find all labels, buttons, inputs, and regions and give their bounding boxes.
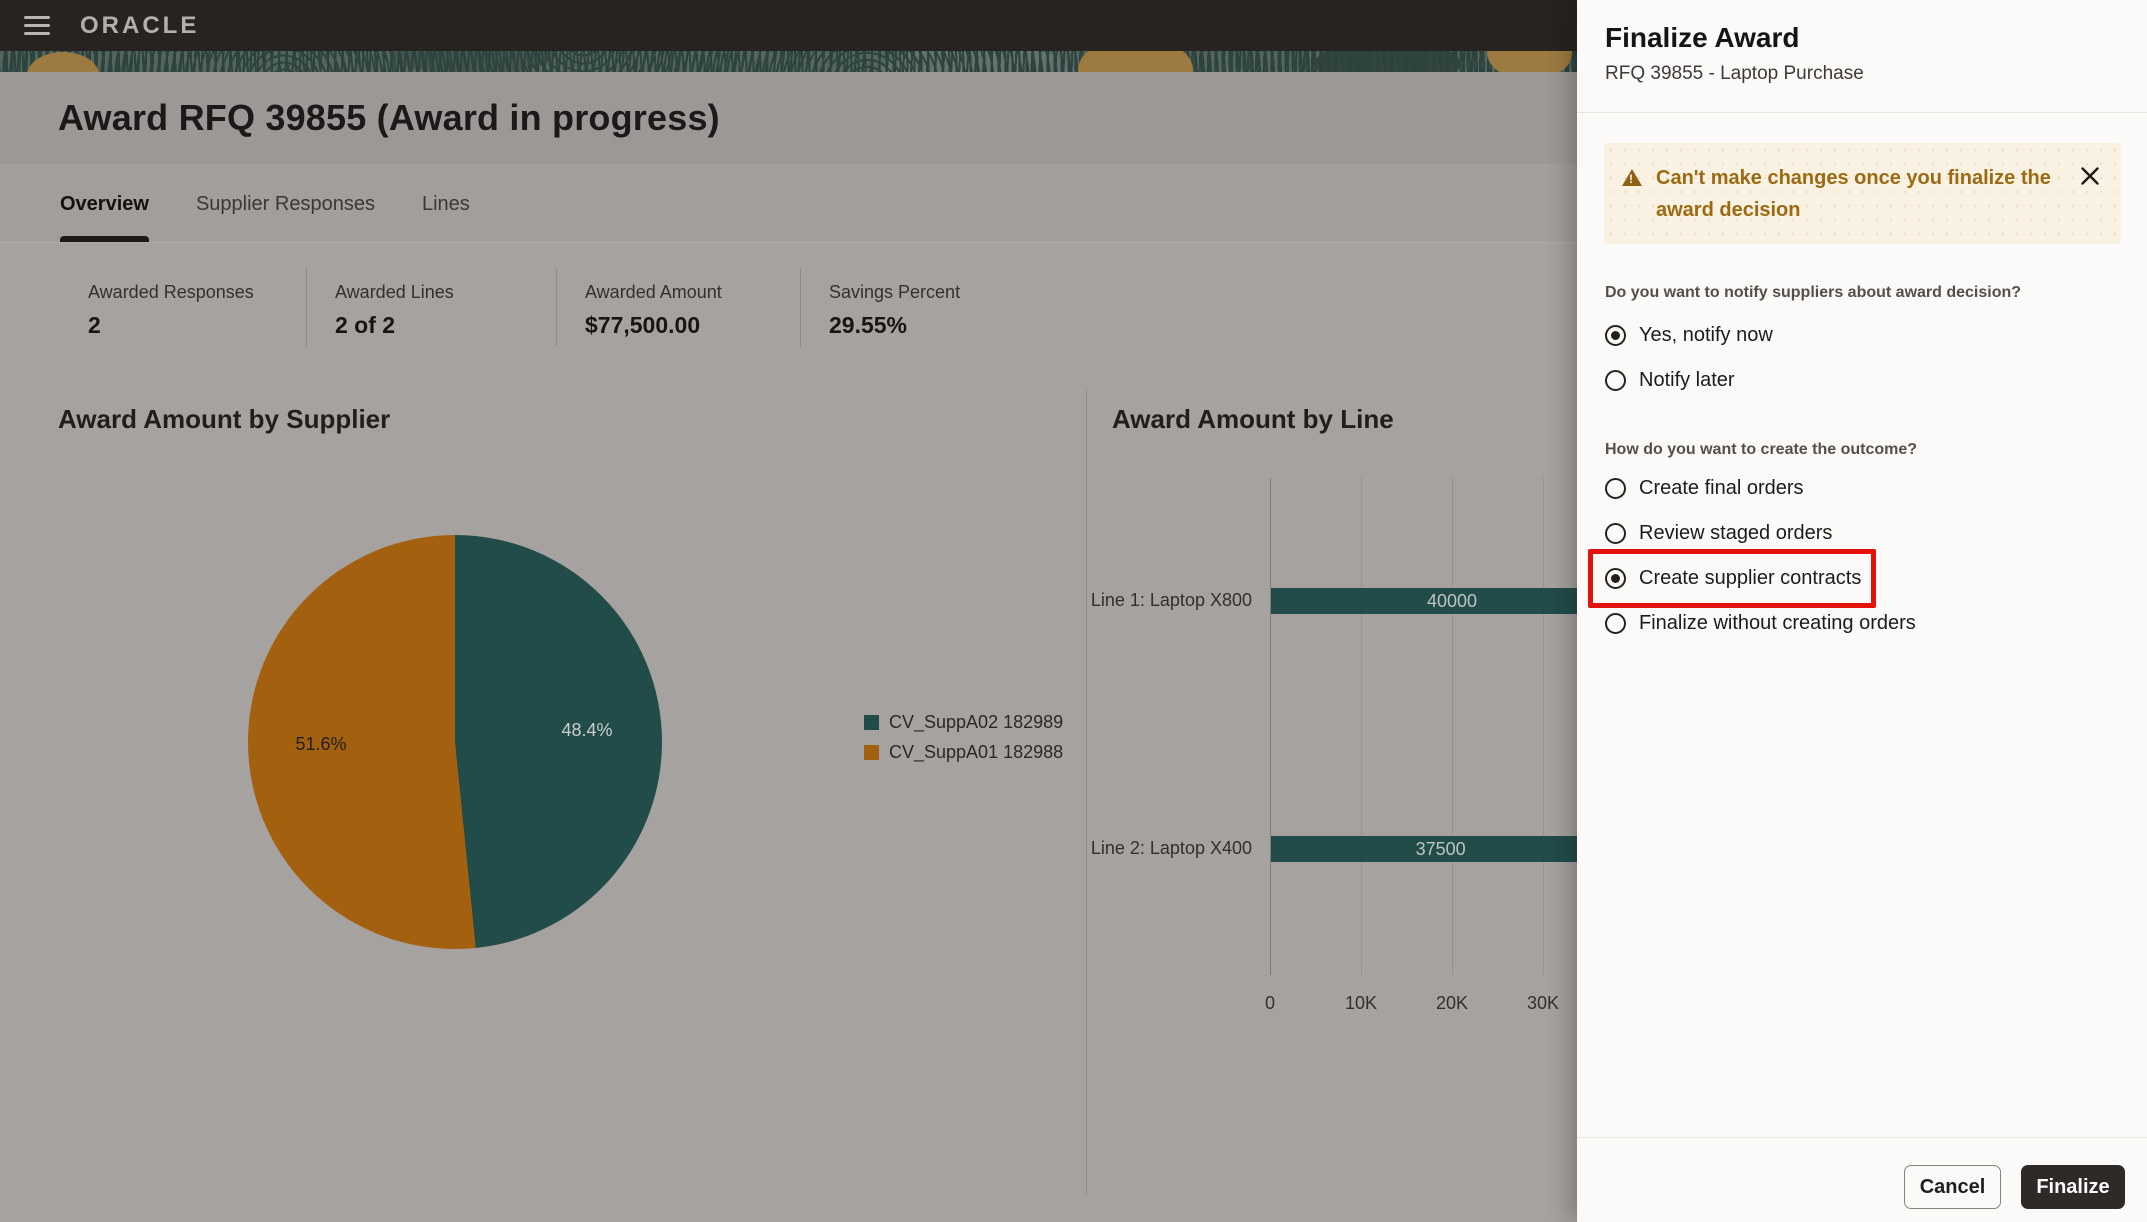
stat-label: Awarded Lines xyxy=(335,282,454,302)
radio-create-supplier-contracts[interactable]: Create supplier contracts xyxy=(1605,556,1861,601)
summary-stats-row: Awarded Responses 2 Awarded Lines 2 of 2… xyxy=(60,268,1050,346)
stat-awarded-amount: Awarded Amount $77,500.00 xyxy=(556,268,800,346)
radio-label: Yes, notify now xyxy=(1639,324,1773,346)
radio-label: Finalize without creating orders xyxy=(1639,612,1916,634)
cancel-button[interactable]: Cancel xyxy=(1904,1165,2001,1209)
tab-lines[interactable]: Lines xyxy=(421,192,470,215)
bar-gridline xyxy=(1543,478,1544,975)
radio-label: Create supplier contracts xyxy=(1639,567,1862,589)
warning-text: Can't make changes once you finalize the… xyxy=(1656,167,2051,221)
stat-label: Awarded Responses xyxy=(88,282,254,302)
radio-button-icon[interactable] xyxy=(1605,523,1626,544)
bar-value-label: 37500 xyxy=(1415,838,1466,859)
main-content-dimmed: ORACLE Award RFQ 39855 (Award in progres… xyxy=(0,0,1577,1222)
legend-label: CV_SuppA02 182989 xyxy=(889,712,1064,732)
stat-awarded-lines: Awarded Lines 2 of 2 xyxy=(306,268,556,346)
page-title: Award RFQ 39855 (Award in progress) xyxy=(58,97,720,138)
legend-label: CV_SuppA01 182988 xyxy=(889,742,1064,762)
bar-gridline xyxy=(1452,478,1453,975)
hamburger-menu-icon[interactable] xyxy=(24,16,50,35)
tab-bar: Overview Supplier Responses Lines xyxy=(0,164,1577,243)
stat-value: 2 xyxy=(88,312,101,338)
legend-item: CV_SuppA02 182989 xyxy=(864,712,1063,733)
bar-value-label: 40000 xyxy=(1426,590,1478,611)
panel-header: Finalize Award RFQ 39855 - Laptop Purcha… xyxy=(1577,0,2147,113)
radio-button-icon[interactable] xyxy=(1605,478,1626,499)
bar-gridline xyxy=(1361,478,1362,975)
warning-banner: Can't make changes once you finalize the… xyxy=(1604,143,2121,244)
bar-axis-line xyxy=(1270,478,1271,975)
radio-notify-later[interactable]: Notify later xyxy=(1605,358,2147,403)
radio-button-selected-icon[interactable] xyxy=(1605,568,1626,589)
pie-slice-label-orange: 51.6% xyxy=(295,734,347,754)
pie-slice-label-teal: 48.4% xyxy=(561,720,613,740)
radio-review-staged-orders[interactable]: Review staged orders xyxy=(1605,511,2147,556)
stat-awarded-responses: Awarded Responses 2 xyxy=(60,268,306,346)
x-tick-label: 30K xyxy=(1526,993,1560,1013)
x-tick-label: 20K xyxy=(1435,993,1469,1013)
stat-value: $77,500.00 xyxy=(585,312,701,338)
notify-options-group: Yes, notify now Notify later xyxy=(1605,313,2147,403)
radio-button-icon[interactable] xyxy=(1605,613,1626,634)
pie-chart xyxy=(248,535,662,949)
radio-finalize-without-orders[interactable]: Finalize without creating orders xyxy=(1605,601,2147,646)
radio-button-icon[interactable] xyxy=(1605,370,1626,391)
page-header: Award RFQ 39855 (Award in progress) xyxy=(0,72,1577,164)
stat-value: 29.55% xyxy=(829,312,908,338)
bar-plot: 0 10K 20K 30K 40000 37500 xyxy=(1265,478,1577,1013)
panel-footer: Cancel Finalize xyxy=(1577,1137,2147,1222)
decorative-banner-image xyxy=(0,51,1577,72)
legend-item: CV_SuppA01 182988 xyxy=(864,742,1063,763)
radio-create-final-orders[interactable]: Create final orders xyxy=(1605,466,2147,511)
finalize-award-panel: Finalize Award RFQ 39855 - Laptop Purcha… xyxy=(1577,0,2147,1222)
legend-swatch-teal xyxy=(864,715,879,730)
stat-savings-percent: Savings Percent 29.55% xyxy=(800,268,1050,346)
oracle-logo: ORACLE xyxy=(80,11,200,39)
radio-label: Create final orders xyxy=(1639,477,1804,499)
panel-title: Finalize Award xyxy=(1605,22,1800,53)
bar-line-1 xyxy=(1271,588,1577,614)
tab-supplier-responses[interactable]: Supplier Responses xyxy=(195,192,375,215)
close-icon[interactable] xyxy=(2079,165,2101,187)
legend-swatch-orange xyxy=(864,745,879,760)
red-highlight-box: Create supplier contracts xyxy=(1588,549,1877,608)
x-tick-label: 10K xyxy=(1344,993,1378,1013)
radio-yes-notify-now[interactable]: Yes, notify now xyxy=(1605,313,2147,358)
top-app-bar: ORACLE xyxy=(0,0,1577,51)
radio-button-selected-icon[interactable] xyxy=(1605,325,1626,346)
stat-label: Awarded Amount xyxy=(585,282,722,302)
section-divider xyxy=(1086,390,1087,1195)
bar-category-label: Line 2: Laptop X400 xyxy=(1090,838,1252,858)
warning-triangle-icon xyxy=(1622,169,1642,186)
stat-value: 2 of 2 xyxy=(335,312,396,338)
radio-label: Review staged orders xyxy=(1639,522,1833,544)
x-tick-label: 0 xyxy=(1264,993,1275,1013)
tab-overview[interactable]: Overview xyxy=(60,164,149,242)
pie-chart-title: Award Amount by Supplier xyxy=(58,404,391,434)
pie-legend: CV_SuppA02 182989 CV_SuppA01 182988 xyxy=(864,712,1063,763)
bar-chart-title: Award Amount by Line xyxy=(1112,404,1394,434)
stat-label: Savings Percent xyxy=(829,282,961,302)
radio-label: Notify later xyxy=(1639,369,1735,391)
question-create-outcome: How do you want to create the outcome? xyxy=(1605,441,1918,458)
outcome-options-group: Create final orders Review staged orders… xyxy=(1588,466,2147,646)
finalize-button[interactable]: Finalize xyxy=(2021,1165,2125,1209)
bar-line-2 xyxy=(1271,836,1577,862)
question-notify-suppliers: Do you want to notify suppliers about aw… xyxy=(1605,284,2022,301)
bar-category-label: Line 1: Laptop X800 xyxy=(1090,590,1252,610)
panel-subtitle: RFQ 39855 - Laptop Purchase xyxy=(1605,63,1864,84)
